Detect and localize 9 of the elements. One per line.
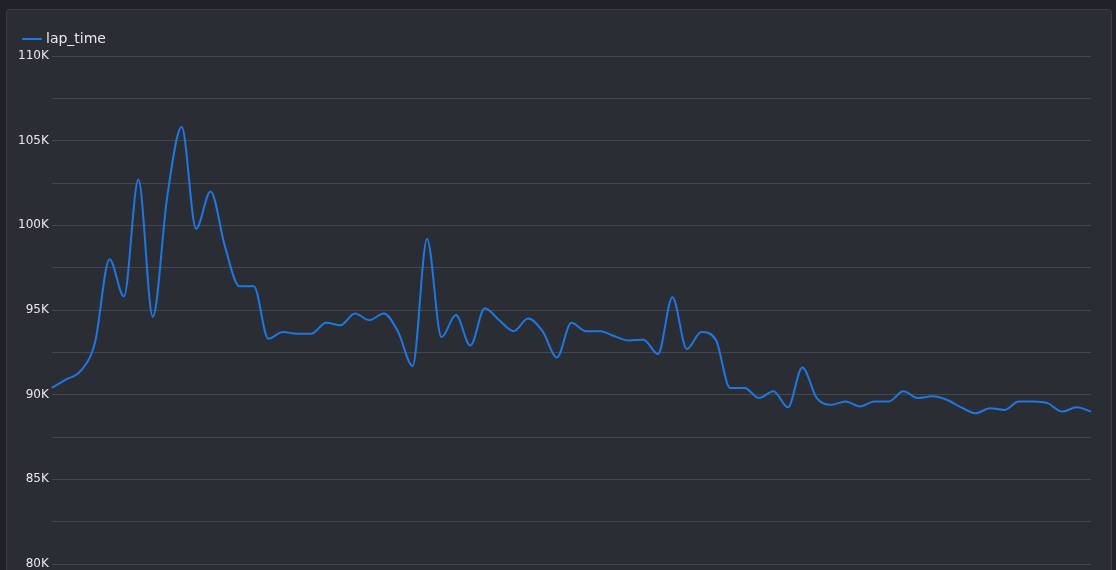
y-tick-label: 80K [25,556,50,570]
y-tick-label: 90K [25,386,50,401]
y-tick-label: 105K [17,132,50,147]
y-tick-label: 85K [25,471,50,486]
legend-label: lap_time [46,29,106,46]
y-tick-label: 100K [17,217,50,232]
y-tick-label: 110K [17,48,50,63]
y-tick-label: 95K [25,302,50,317]
line-series [50,126,1092,415]
